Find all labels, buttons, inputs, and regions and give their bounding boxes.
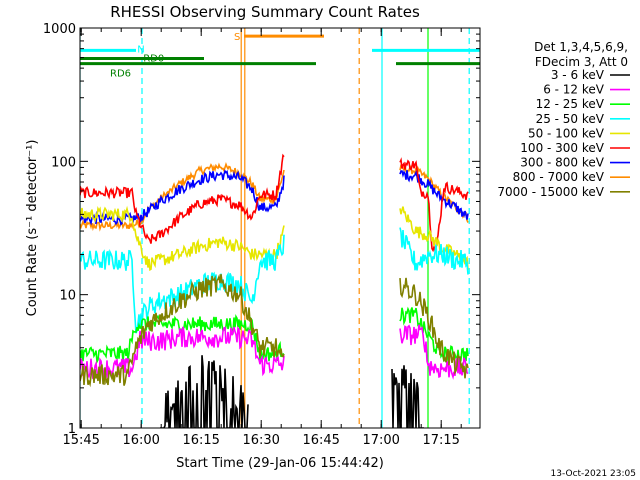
series-line: [391, 365, 424, 428]
plot-frame: [79, 27, 481, 429]
x-axis-label: Start Time (29-Jan-06 15:44:42): [176, 456, 384, 471]
series-line: [399, 206, 469, 270]
series-7000-15000-kev: [80, 273, 469, 388]
plot-area: [80, 28, 480, 428]
legend-entry-label: 3 - 6 keV: [551, 68, 605, 82]
y-axis: 1 10 100 1000: [43, 22, 480, 437]
chart-title: RHESSI Observing Summary Count Rates: [110, 3, 420, 21]
x-tick-label: 16:00: [122, 433, 159, 448]
series-line: [80, 326, 285, 380]
series-line: [80, 314, 285, 365]
y-tick-label: 1: [68, 422, 76, 437]
flag-bars: [80, 34, 480, 66]
series-line: [80, 273, 285, 388]
series-line: [80, 205, 285, 272]
vertical-markers: [80, 28, 470, 428]
legend: Det 1,3,4,5,6,9,FDecim 3, Att 03 - 6 keV…: [497, 40, 630, 199]
x-tick-label: 16:30: [242, 433, 279, 448]
x-tick-label: 17:15: [422, 433, 459, 448]
flag-label-rd6: RD6: [110, 69, 131, 80]
series-3-6-kev: [160, 355, 424, 428]
legend-entry-label: 6 - 12 keV: [543, 83, 605, 97]
series-line: [399, 227, 469, 275]
series-100-300-kev: [80, 153, 469, 253]
legend-entry-label: 100 - 300 keV: [520, 141, 604, 155]
legend-entry-label: 7000 - 15000 keV: [497, 185, 604, 199]
y-tick-label: 100: [51, 155, 76, 170]
x-axis: 15:45 16:00 16:15 16:30 16:45 17:00 17:15: [62, 28, 462, 448]
series-line: [399, 157, 469, 253]
series-line: [399, 324, 469, 380]
flag-label-rd0: RD0: [143, 54, 164, 65]
x-tick-label: 16:45: [302, 433, 339, 448]
timestamp: 13-Oct-2021 23:05: [551, 469, 636, 479]
x-tick-label: 15:45: [62, 433, 99, 448]
series-line: [80, 169, 285, 226]
legend-entry-label: 800 - 7000 keV: [513, 170, 605, 184]
series-line: [80, 234, 285, 334]
legend-header-line-2: FDecim 3, Att 0: [535, 55, 628, 69]
series-300-800-kev: [80, 169, 469, 226]
series-line: [399, 169, 469, 220]
series-line: [160, 355, 249, 428]
y-axis-label: Count Rate (s⁻¹ detector⁻¹): [25, 140, 40, 317]
series-line: [399, 277, 469, 379]
x-tick-label: 17:00: [362, 433, 399, 448]
y-tick-label: 1000: [43, 22, 76, 37]
legend-header-line-1: Det 1,3,4,5,6,9,: [534, 40, 628, 54]
x-tick-label: 16:15: [182, 433, 219, 448]
y-tick-label: 10: [59, 289, 76, 304]
series-50-100-kev: [80, 205, 469, 272]
legend-entry-label: 25 - 50 keV: [536, 112, 605, 126]
series-line: [399, 164, 469, 223]
legend-entry-label: 50 - 100 keV: [528, 126, 605, 140]
flag-label-s: S: [234, 32, 240, 43]
legend-entry-label: 300 - 800 keV: [520, 156, 604, 170]
series-line: [80, 153, 285, 244]
legend-entry-label: 12 - 25 keV: [536, 97, 605, 111]
series-group: [80, 153, 469, 428]
flag-label-n: N: [137, 44, 144, 55]
series-6-12-kev: [80, 324, 469, 380]
